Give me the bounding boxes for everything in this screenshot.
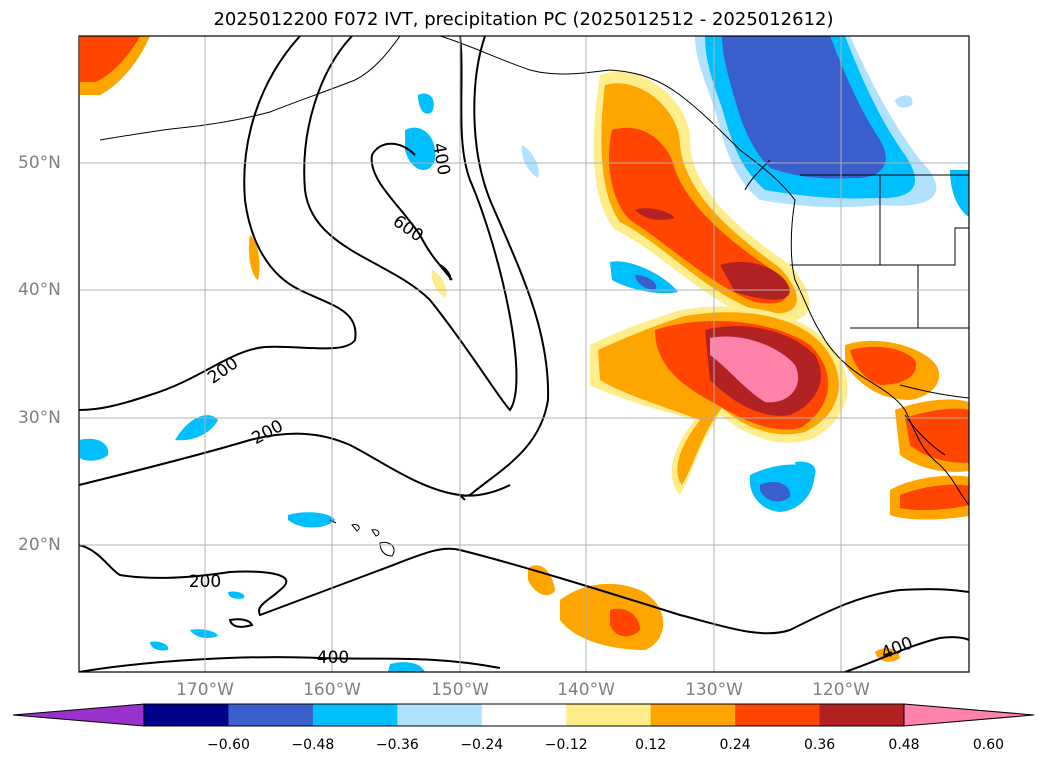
contour-label: 600 — [389, 211, 427, 246]
contour-label: 200 — [204, 353, 242, 388]
lon-label-120w: 120°W — [812, 680, 870, 700]
lat-label-50n: 50°N — [18, 153, 61, 173]
lat-label-30n: 30°N — [18, 408, 61, 428]
lat-label-40n: 40°N — [18, 280, 61, 300]
map-frame — [78, 35, 970, 673]
lon-label-160w: 160°W — [303, 680, 361, 700]
contour-label: 400 — [428, 141, 453, 176]
lon-label-140w: 140°W — [557, 680, 615, 700]
contour-label: 400 — [878, 633, 916, 664]
colorbar-tick-label: 0.36 — [803, 737, 836, 753]
coastlines — [99, 36, 969, 506]
colorbar-tick-label: −0.48 — [291, 737, 335, 753]
hawaii-islands — [329, 519, 395, 557]
precip-negative-fill — [80, 36, 969, 672]
lat-label-20n: 20°N — [18, 535, 61, 555]
contour-label: 200 — [189, 572, 221, 592]
colorbar-tick-label: 0.12 — [635, 737, 667, 753]
lon-label-150w: 150°W — [431, 680, 489, 700]
contour-label: 200 — [249, 416, 287, 449]
ivt-contours — [79, 36, 969, 672]
colorbar-tick-label: 0.48 — [888, 737, 920, 753]
precip-positive-fill — [80, 36, 969, 662]
colorbar-tick-label: −0.36 — [375, 737, 419, 753]
lon-label-130w: 130°W — [685, 680, 743, 700]
map-title: 2025012200 F072 IVT, precipitation PC (2… — [213, 9, 834, 30]
contour-label: 400 — [317, 648, 349, 668]
lon-label-170w: 170°W — [176, 680, 234, 700]
colorbar-tick-label: −0.60 — [206, 737, 250, 753]
colorbar-tick-label: 0.24 — [719, 737, 751, 753]
colorbar-tick-label: −0.24 — [460, 737, 504, 753]
colorbar-tick-label: 0.60 — [972, 737, 1005, 753]
colorbar-tick-label: −0.12 — [544, 737, 588, 753]
gridlines — [79, 36, 969, 672]
